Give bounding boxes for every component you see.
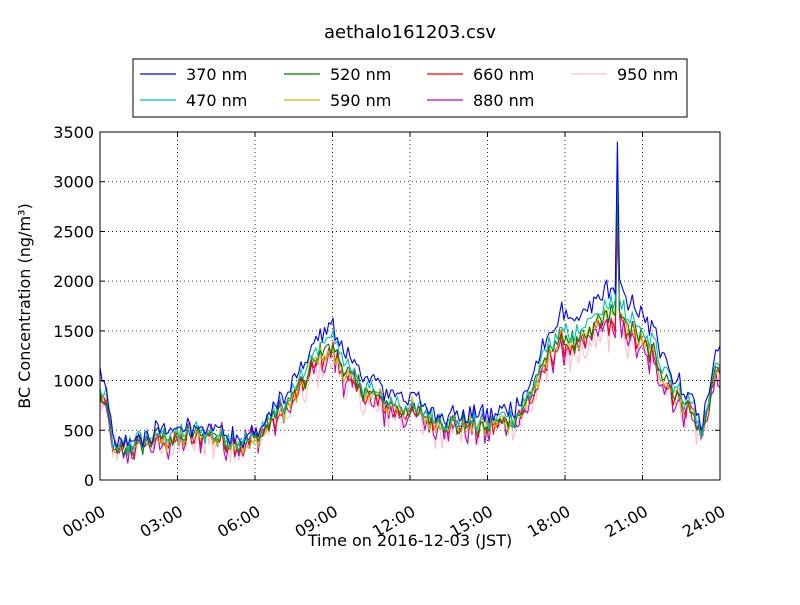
- legend-label: 660 nm: [473, 65, 534, 84]
- chart-title: aethalo161203.csv: [324, 22, 496, 43]
- legend-label: 880 nm: [473, 91, 534, 110]
- x-axis-label: Time on 2016-12-03 (JST): [307, 531, 512, 550]
- y-tick-label: 3000: [53, 173, 94, 192]
- legend: 370 nm 470 nm 520 nm 590 nm 660 nm 880 nm 950 …: [132, 58, 688, 118]
- legend-label: 470 nm: [186, 91, 247, 110]
- x-tick-label: 18:00: [524, 502, 573, 542]
- legend-label: 950 nm: [617, 65, 678, 84]
- x-tick-label: 06:00: [214, 502, 263, 542]
- series-line-370-nm: [99, 141, 721, 449]
- legend-label: 590 nm: [330, 91, 391, 110]
- y-tick-label: 2000: [53, 272, 94, 291]
- series-group: [99, 141, 721, 464]
- ticks: 00:00 03:00 06:00 09:00 12:00 15:00 18:00 21:00…: [53, 123, 728, 541]
- legend-label: 520 nm: [330, 65, 391, 84]
- y-tick-label: 0: [84, 471, 94, 490]
- y-tick-label: 1500: [53, 322, 94, 341]
- y-tick-label: 3500: [53, 123, 94, 142]
- x-tick-label: 00:00: [59, 502, 108, 542]
- x-tick-label: 03:00: [137, 502, 186, 542]
- y-tick-label: 500: [63, 421, 94, 440]
- y-tick-label: 2500: [53, 222, 94, 241]
- legend-label: 370 nm: [186, 65, 247, 84]
- series-line-880-nm: [99, 220, 721, 464]
- y-tick-label: 1000: [53, 372, 94, 391]
- y-axis-label: BC Concentration (ng/m³): [15, 203, 34, 408]
- x-tick-label: 24:00: [679, 502, 728, 542]
- legend-box: [132, 58, 688, 118]
- x-tick-label: 21:00: [602, 502, 651, 542]
